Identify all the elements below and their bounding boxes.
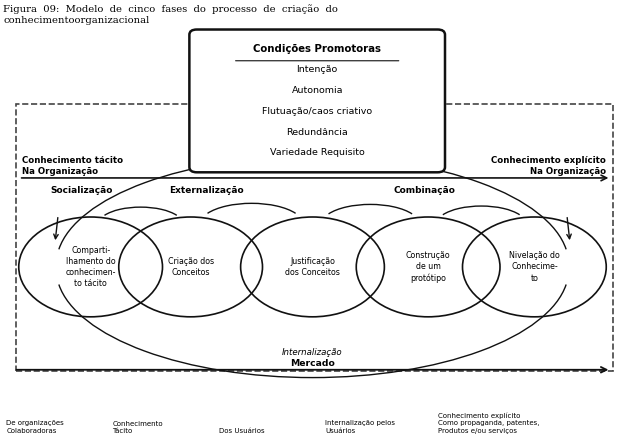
Text: Variedade Requisito: Variedade Requisito: [270, 148, 364, 158]
Text: Intenção: Intenção: [297, 65, 338, 74]
Text: Conhecimento explícito
Como propaganda, patentes,
Produtos e/ou serviços: Conhecimento explícito Como propaganda, …: [438, 412, 539, 434]
Text: Socialização: Socialização: [50, 186, 112, 195]
Text: Flutuação/caos criativo: Flutuação/caos criativo: [262, 107, 372, 116]
Text: Internalização pelos
Usuários: Internalização pelos Usuários: [325, 421, 395, 434]
Text: Dos Usuários: Dos Usuários: [219, 428, 264, 434]
FancyBboxPatch shape: [189, 30, 445, 172]
Text: Condições Promotoras: Condições Promotoras: [253, 44, 381, 54]
Text: Criação dos
Conceitos: Criação dos Conceitos: [168, 257, 214, 277]
Text: conhecimentoorganizacional: conhecimentoorganizacional: [3, 16, 149, 25]
Text: Internalização: Internalização: [282, 348, 342, 357]
Text: Redundância: Redundância: [286, 128, 348, 137]
Text: Mercado: Mercado: [290, 358, 335, 368]
Text: Conhecimento tácito
Na Organização: Conhecimento tácito Na Organização: [22, 156, 123, 176]
Text: Conhecimento explícito
Na Organização: Conhecimento explícito Na Organização: [491, 156, 606, 176]
Text: Autonomia: Autonomia: [291, 86, 343, 95]
Text: De organizações
Colaboradoras: De organizações Colaboradoras: [6, 421, 64, 434]
Text: Justificação
dos Conceitos: Justificação dos Conceitos: [285, 257, 340, 277]
Text: Nivelação do
Conhecime-
to: Nivelação do Conhecime- to: [509, 251, 560, 283]
Text: Construção
de um
protótipo: Construção de um protótipo: [406, 251, 451, 283]
Text: Comparti-
lhamento do
conhecimen-
to tácito: Comparti- lhamento do conhecimen- to tác…: [66, 246, 116, 288]
Text: Externalização: Externalização: [169, 186, 243, 195]
Text: Conhecimento
Tácito: Conhecimento Tácito: [112, 421, 163, 434]
Text: Figura  09:  Modelo  de  cinco  fases  do  processo  de  criação  do: Figura 09: Modelo de cinco fases do proc…: [3, 4, 338, 14]
Text: Combinação: Combinação: [394, 186, 456, 195]
Bar: [16, 104, 612, 371]
